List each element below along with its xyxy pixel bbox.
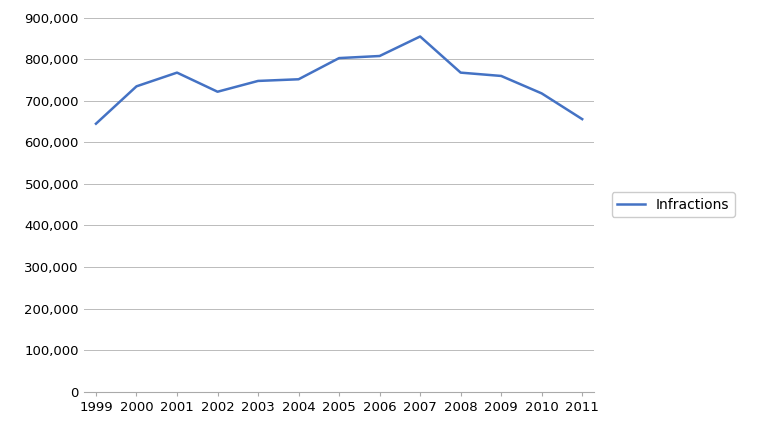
Infractions	[294, 77, 303, 82]
Infractions	[375, 53, 384, 59]
Infractions	[578, 117, 587, 122]
Legend: Infractions: Infractions	[612, 192, 735, 217]
Infractions	[254, 78, 263, 84]
Infractions	[497, 73, 506, 79]
Infractions	[415, 34, 424, 39]
Infractions	[456, 70, 466, 75]
Infractions	[335, 56, 344, 61]
Infractions	[132, 84, 141, 89]
Infractions	[213, 89, 222, 94]
Infractions	[537, 91, 546, 96]
Infractions	[172, 70, 181, 75]
Line: Infractions: Infractions	[96, 36, 582, 124]
Infractions	[91, 121, 101, 126]
